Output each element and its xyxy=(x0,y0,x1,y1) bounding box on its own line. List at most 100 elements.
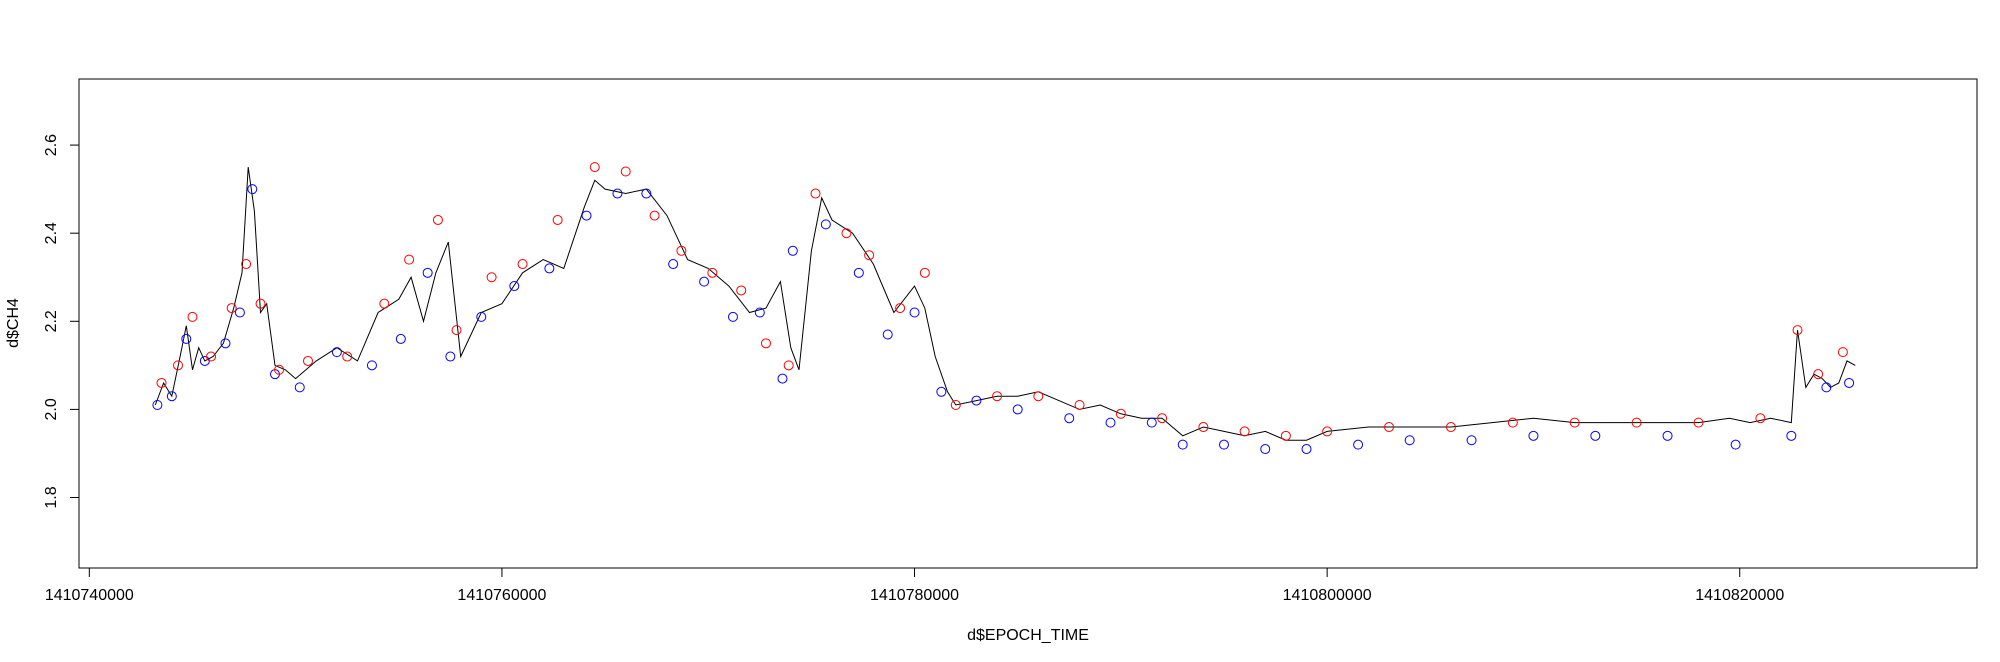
high-point xyxy=(432,214,443,225)
low-point xyxy=(1146,417,1157,428)
low-point xyxy=(1821,382,1832,393)
low-point xyxy=(1301,444,1312,455)
high-point xyxy=(156,377,167,388)
low-point xyxy=(220,338,231,349)
low-point xyxy=(1844,377,1855,388)
low-point xyxy=(1064,413,1075,424)
high-point xyxy=(379,298,390,309)
low-point xyxy=(641,188,652,199)
high-point xyxy=(226,303,237,314)
high-point xyxy=(1507,417,1518,428)
high-point xyxy=(1384,422,1395,433)
low-point xyxy=(544,263,555,274)
low-point xyxy=(1466,435,1477,446)
high-point xyxy=(1693,417,1704,428)
y-axis-title: d$CH4 xyxy=(5,298,22,348)
high-point xyxy=(302,355,313,366)
high-point xyxy=(707,267,718,278)
high-point xyxy=(1322,426,1333,437)
high-point xyxy=(451,325,462,336)
x-axis: 1410740000 1410760000 1410780000 1410800000… xyxy=(45,567,1784,604)
low-point xyxy=(152,400,163,410)
y-tick-label: 1.8 xyxy=(43,486,60,508)
y-tick-label: 2.0 xyxy=(43,398,60,420)
low-point xyxy=(882,329,893,340)
high-point xyxy=(676,245,687,256)
low-point xyxy=(909,307,920,318)
high-point xyxy=(992,391,1003,402)
high-point xyxy=(919,267,930,278)
low-point xyxy=(820,219,831,230)
y-tick-label: 2.4 xyxy=(43,222,60,244)
low-point xyxy=(166,391,177,402)
high-point xyxy=(1157,413,1168,424)
high-point xyxy=(1239,426,1250,437)
high-point xyxy=(342,351,353,362)
high-point xyxy=(404,254,415,265)
low-point xyxy=(1260,444,1271,455)
series-layer xyxy=(152,162,1856,455)
high-point xyxy=(1074,400,1085,410)
high-point xyxy=(950,400,961,410)
low-point xyxy=(936,386,947,397)
low-point xyxy=(699,276,710,287)
high-point xyxy=(552,214,563,225)
low-point xyxy=(1353,439,1364,450)
low-point xyxy=(395,333,406,344)
low-point xyxy=(787,245,798,256)
y-axis: 1.8 2.0 2.2 2.4 2.6 xyxy=(43,134,80,509)
low-point xyxy=(1105,417,1116,428)
low-point xyxy=(754,307,765,318)
high-point xyxy=(255,298,266,309)
high-point xyxy=(649,210,660,221)
high-point xyxy=(241,259,252,270)
high-point xyxy=(1792,325,1803,336)
low-point xyxy=(476,311,487,322)
high-point xyxy=(1033,391,1044,402)
high-point xyxy=(864,250,875,261)
high-point xyxy=(841,228,852,239)
low-point xyxy=(1177,439,1188,450)
high-point xyxy=(736,285,747,296)
x-tick-label: 1410740000 xyxy=(45,587,134,604)
high-point xyxy=(1445,422,1456,433)
high-point xyxy=(274,364,285,375)
low-point xyxy=(971,395,982,406)
low-point xyxy=(581,210,592,221)
high-point xyxy=(895,303,906,314)
high-point xyxy=(810,188,821,199)
high-point xyxy=(760,338,771,349)
low-point xyxy=(853,267,864,278)
low-point xyxy=(294,382,305,393)
low-point xyxy=(331,347,342,358)
high-point xyxy=(589,162,600,173)
high-point xyxy=(173,360,184,371)
low-point xyxy=(247,184,258,195)
high-point xyxy=(486,272,497,283)
high-point xyxy=(1837,347,1848,358)
high-point xyxy=(1280,430,1291,441)
high-point xyxy=(206,351,217,362)
high-point xyxy=(620,166,631,177)
x-tick-label: 1410780000 xyxy=(870,587,959,604)
low-point xyxy=(1730,439,1741,450)
low-point xyxy=(1786,430,1797,441)
low-point xyxy=(1590,430,1601,441)
low-point xyxy=(445,351,456,362)
low-point xyxy=(366,360,377,371)
x-tick-label: 1410760000 xyxy=(457,587,546,604)
high-point xyxy=(1631,417,1642,428)
high-point xyxy=(1813,369,1824,380)
low-point xyxy=(1012,404,1023,415)
low-point xyxy=(777,373,788,384)
high-point xyxy=(1755,413,1766,424)
y-tick-label: 2.2 xyxy=(43,310,60,332)
x-axis-title: d$EPOCH_TIME xyxy=(967,627,1089,644)
high-point xyxy=(783,360,794,371)
high-point xyxy=(187,311,198,322)
low-point xyxy=(181,333,192,344)
low-point xyxy=(509,281,520,292)
